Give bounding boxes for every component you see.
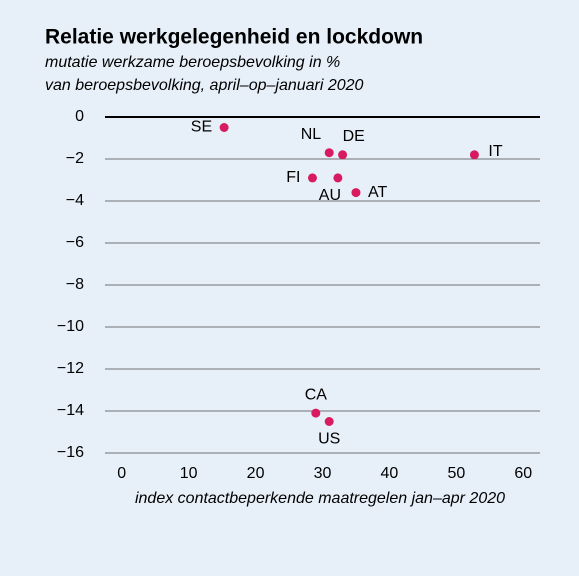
point	[333, 173, 343, 183]
point-label: CA	[305, 386, 328, 403]
point-label: FI	[286, 169, 300, 186]
y-tick-label: −2	[66, 150, 84, 167]
x-tick-label: 10	[180, 465, 198, 482]
point	[219, 123, 229, 132]
x-axis-label: index contactbeperkende maatregelen jan–…	[135, 490, 505, 507]
y-tick-label: 0	[75, 108, 84, 125]
point	[307, 173, 317, 183]
x-tick-label: 0	[117, 465, 126, 482]
y-tick-label: −10	[57, 318, 84, 335]
chart-title: Relatie werkgelegenheid en lockdown	[45, 26, 423, 49]
y-tick-label: −8	[66, 276, 84, 293]
point	[351, 188, 361, 198]
y-tick-label: −4	[66, 192, 84, 209]
point	[338, 150, 348, 160]
x-tick-label: 40	[381, 465, 399, 482]
chart-subtitle: mutatie werkzame beroepsbevolking in %	[45, 54, 340, 71]
y-tick-label: −16	[57, 444, 84, 461]
x-tick-label: 20	[247, 465, 265, 482]
x-tick-label: 30	[314, 465, 332, 482]
point-label: AU	[319, 187, 341, 204]
point-label: DE	[343, 128, 365, 145]
point-label: SE	[191, 119, 212, 136]
point	[324, 417, 334, 426]
x-tick-label: 50	[447, 465, 465, 482]
y-tick-label: −6	[66, 234, 84, 251]
point	[469, 150, 479, 160]
y-tick-label: −12	[57, 360, 84, 377]
point	[324, 148, 334, 158]
point-label: US	[318, 431, 340, 448]
point-label: NL	[301, 126, 322, 143]
point-label: AT	[368, 184, 387, 201]
chart-subtitle: van beroepsbevolking, april–op–januari 2…	[45, 77, 364, 94]
point-label: IT	[488, 143, 502, 160]
point	[311, 408, 321, 418]
y-tick-label: −14	[57, 402, 84, 419]
x-tick-label: 60	[514, 465, 532, 482]
